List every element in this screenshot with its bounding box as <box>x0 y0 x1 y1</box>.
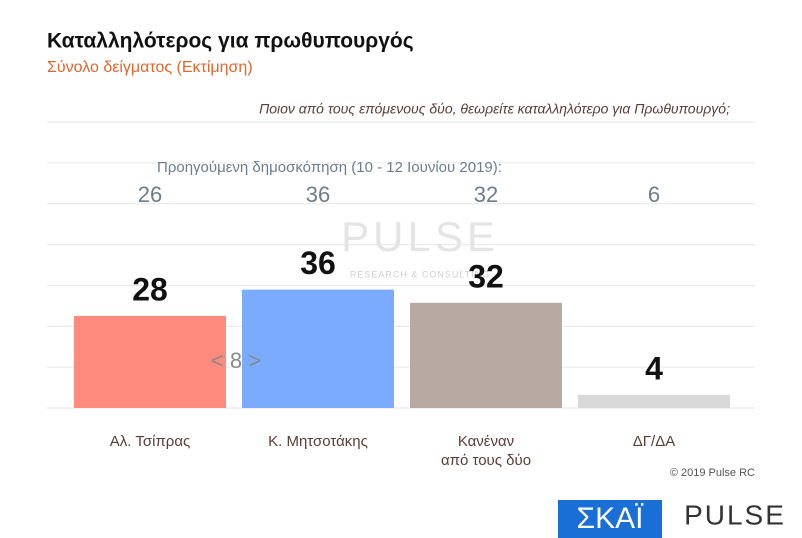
watermark-tagline: RESEARCH & CONSULTING <box>350 269 490 279</box>
previous-label: Προηγούμενη δημοσκόπηση (10 - 12 Ιουνίου… <box>157 159 502 176</box>
logo-right: PULSE <box>684 499 786 530</box>
category-label: ΔΓ/ΔΑ <box>632 433 676 450</box>
copyright: © 2019 Pulse RC <box>670 467 755 479</box>
category-label: Αλ. Τσίπρας <box>109 433 191 450</box>
value-label: 4 <box>645 350 663 386</box>
category-label: Κανέναν από τους δύο <box>440 433 532 469</box>
watermark: PULSE <box>341 213 499 260</box>
bar <box>578 394 730 408</box>
value-label: 36 <box>300 245 336 281</box>
question: Ποιον από τους επόμενους δύο, θεωρείτε κ… <box>259 101 730 117</box>
bar <box>74 315 226 408</box>
previous-value: 36 <box>306 182 330 207</box>
annotation: < 8 > <box>211 348 261 373</box>
previous-value: 26 <box>138 182 162 207</box>
title: Καταλληλότερος για πρωθυπουργός <box>47 30 414 53</box>
previous-value: 32 <box>474 182 498 207</box>
previous-value: 6 <box>648 182 660 207</box>
logo-box <box>558 500 662 538</box>
logo-left: ΣΚΑЇ <box>577 502 645 535</box>
bar <box>410 302 562 408</box>
bar <box>242 289 394 408</box>
subtitle: Σύνολο δείγματος (Εκτίμηση) <box>47 59 253 76</box>
value-label: 32 <box>468 258 504 294</box>
value-label: 28 <box>132 271 168 307</box>
category-label: Κ. Μητσοτάκης <box>268 433 368 450</box>
